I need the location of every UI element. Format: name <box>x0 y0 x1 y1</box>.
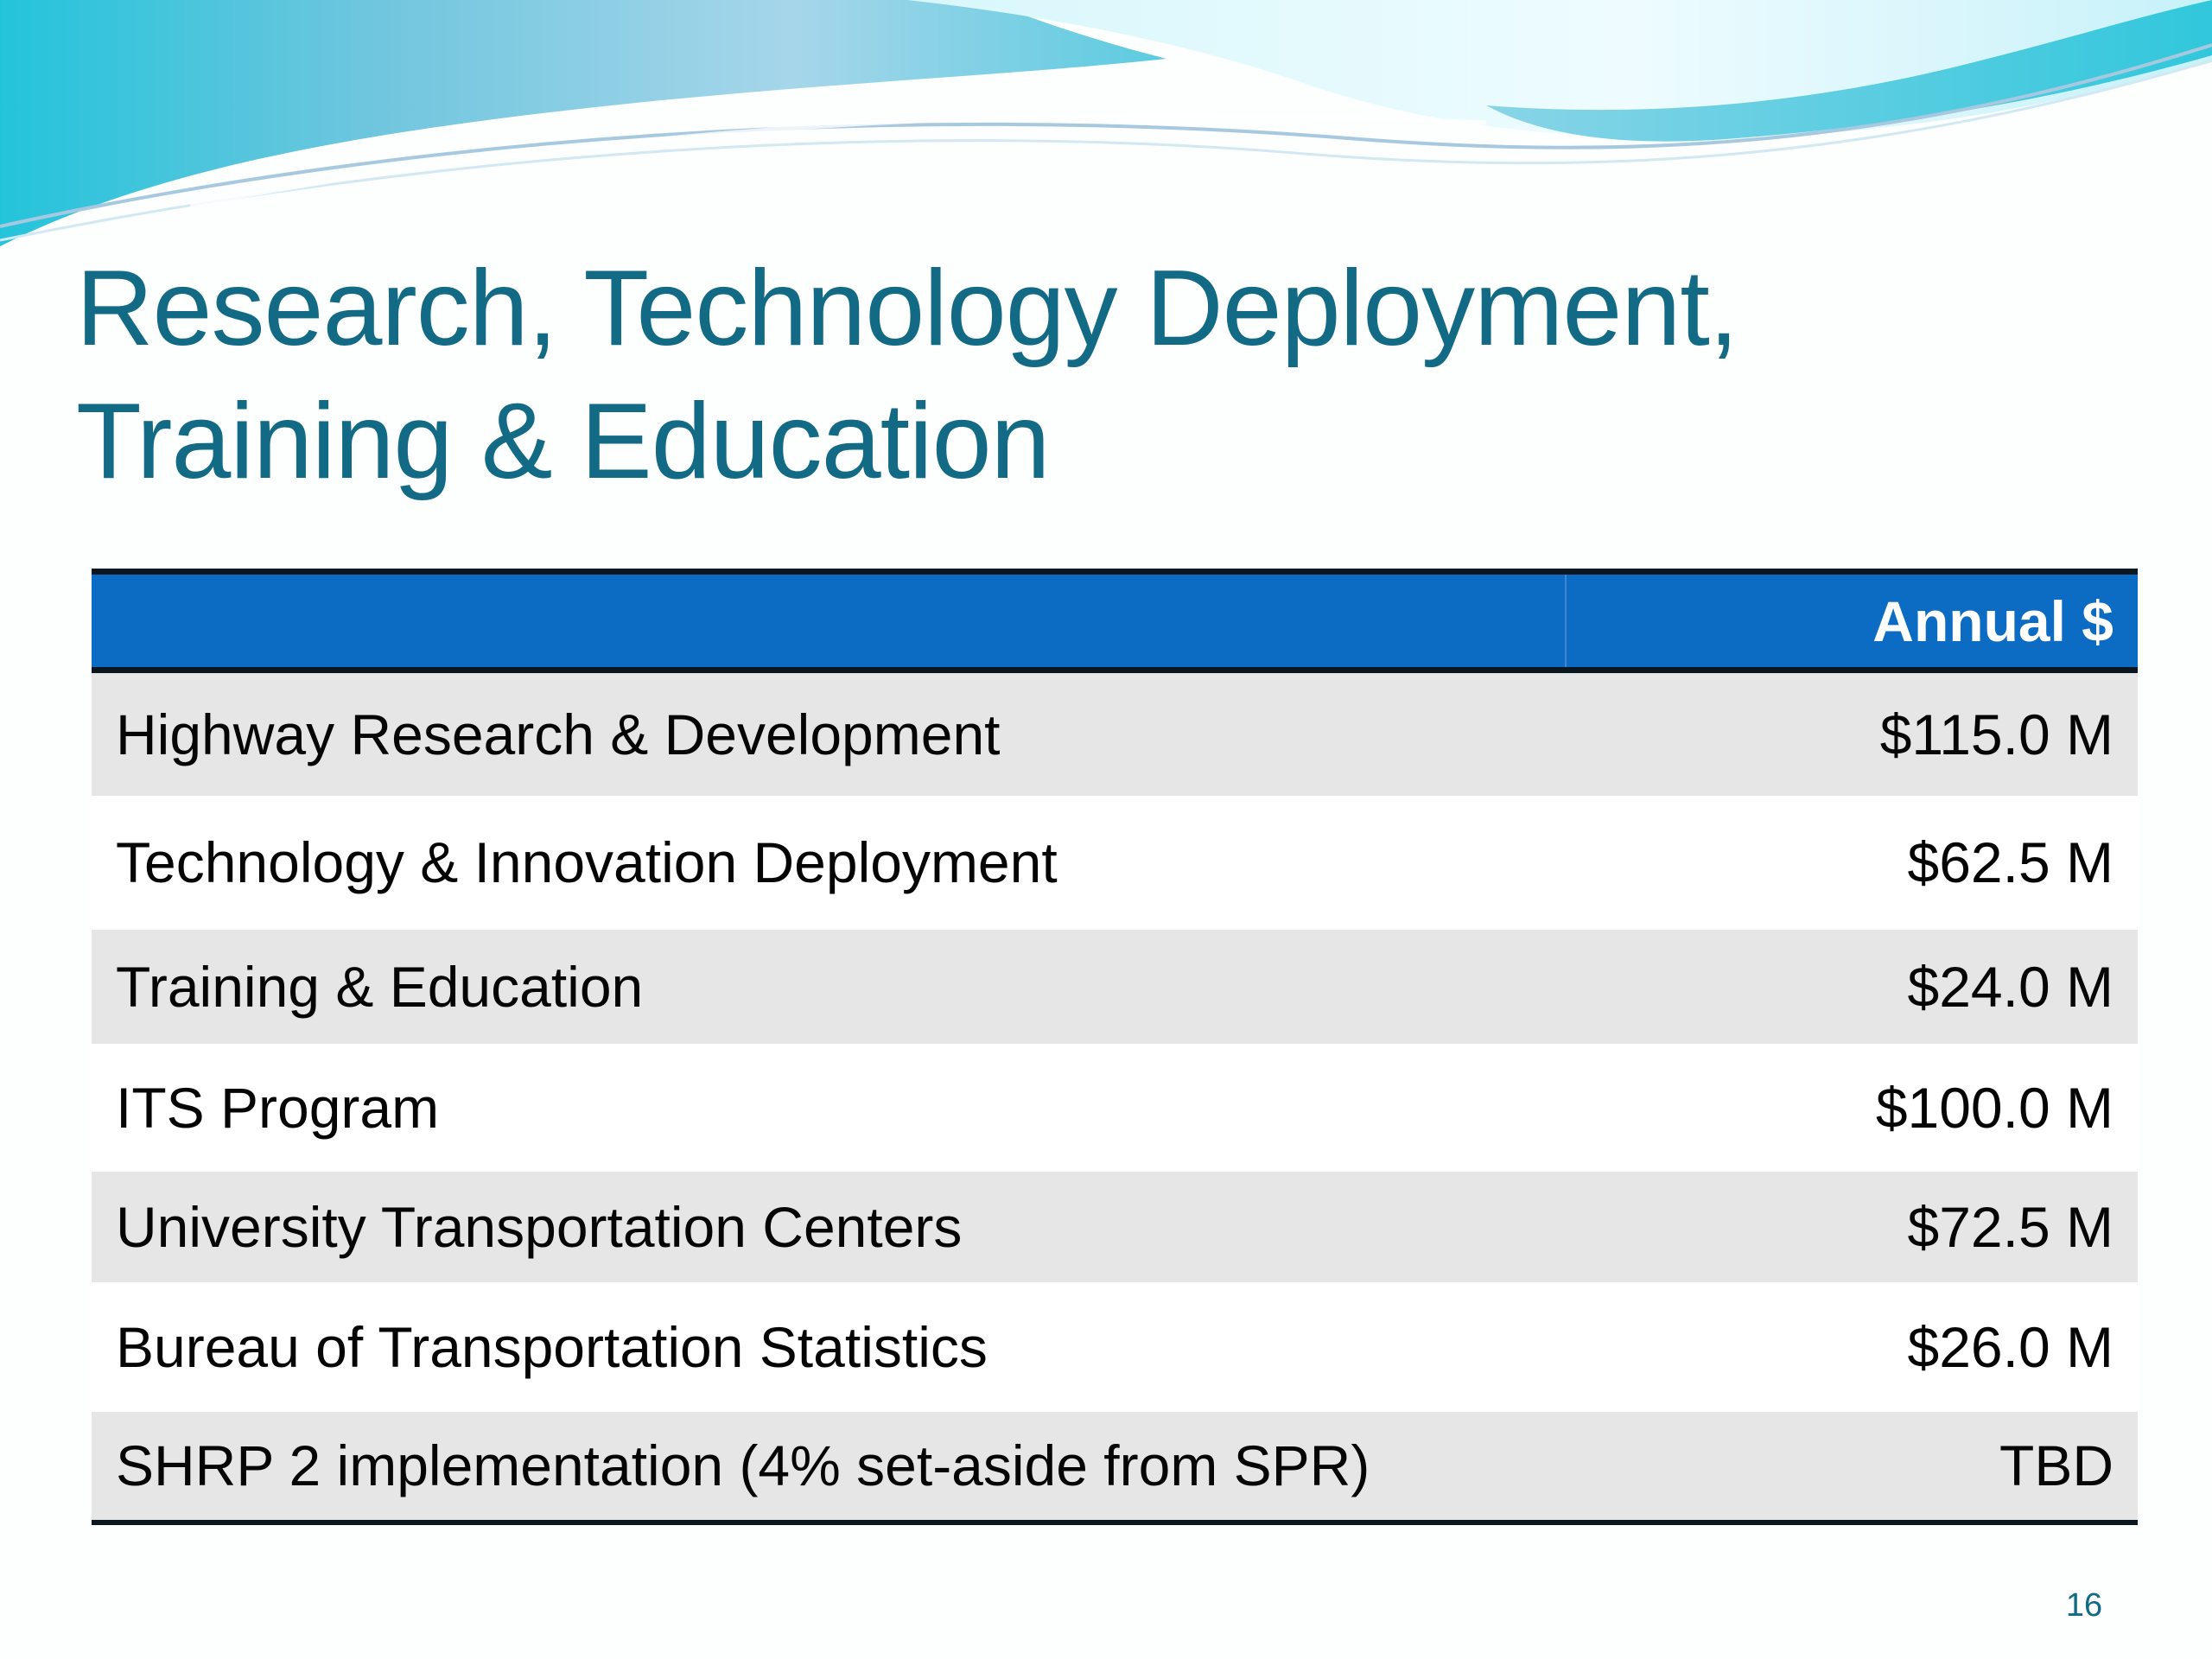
page-number: 16 <box>2065 1587 2103 1624</box>
table-row: ITS Program $100.0 M <box>92 1043 2138 1172</box>
annual-amount: $24.0 M <box>1907 954 2113 1019</box>
table-body: Highway Research & Development $115.0 M … <box>92 670 2138 1525</box>
program-name: Bureau of Transportation Statistics <box>116 1314 988 1379</box>
table-row: Training & Education $24.0 M <box>92 929 2138 1044</box>
table-header-program <box>92 569 1567 673</box>
program-name: ITS Program <box>116 1075 440 1140</box>
wave-line-3 <box>189 112 1487 208</box>
annual-amount: $100.0 M <box>1875 1075 2113 1140</box>
program-name: Technology & Innovation Deployment <box>116 830 1058 894</box>
annual-amount: $115.0 M <box>1879 702 2113 766</box>
wave-right-shape <box>1486 0 2212 142</box>
table-row: Technology & Innovation Deployment $62.5… <box>92 795 2138 930</box>
decorative-wave-header <box>0 0 2212 246</box>
wave-line-2 <box>0 59 2212 242</box>
program-name: University Transportation Centers <box>116 1194 963 1259</box>
page-title: Research, Technology Deployment, Trainin… <box>76 242 2063 508</box>
table-row: Highway Research & Development $115.0 M <box>92 670 2138 796</box>
wave-line-1 <box>0 43 2212 228</box>
annual-amount: $72.5 M <box>1907 1194 2113 1259</box>
table-header-row: Annual $ <box>92 569 2138 673</box>
annual-amount: $26.0 M <box>1907 1314 2113 1379</box>
budget-table-wrapper: Annual $ Highway Research & Development … <box>92 569 2138 1525</box>
title-line-1: Research, Technology Deployment, <box>76 249 1738 368</box>
program-name: Highway Research & Development <box>116 702 1001 766</box>
wave-main-shape <box>0 0 1166 246</box>
table-row: University Transportation Centers $72.5 … <box>92 1171 2138 1282</box>
title-line-2: Training & Education <box>76 382 1051 501</box>
program-name: SHRP 2 implementation (4% set-aside from… <box>92 1411 1566 1525</box>
annual-amount: $62.5 M <box>1907 830 2113 894</box>
table-header-annual: Annual $ <box>1566 569 2138 673</box>
table-row: Bureau of Transportation Statistics $26.… <box>92 1281 2138 1412</box>
annual-amount: TBD <box>1566 1411 2138 1525</box>
budget-table: Annual $ Highway Research & Development … <box>92 569 2138 1525</box>
program-name: Training & Education <box>116 954 644 1019</box>
table-header: Annual $ <box>92 569 2138 673</box>
table-row: SHRP 2 implementation (4% set-aside from… <box>92 1411 2138 1525</box>
